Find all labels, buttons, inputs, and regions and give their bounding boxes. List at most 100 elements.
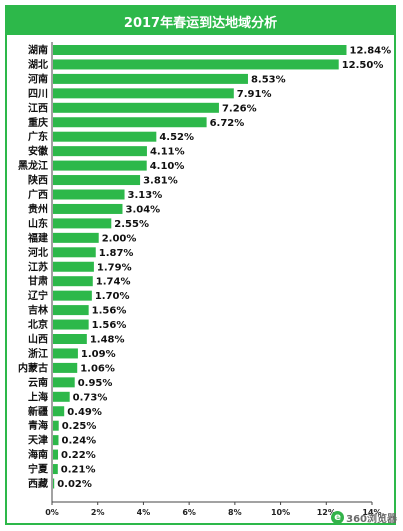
x-tick-label: 6% xyxy=(182,508,196,517)
data-label: 3.13% xyxy=(128,190,163,201)
x-tick-label: 2% xyxy=(91,508,105,517)
data-label: 4.10% xyxy=(150,161,185,172)
bar xyxy=(53,203,123,214)
data-label: 8.53% xyxy=(251,74,286,85)
category-label: 北京 xyxy=(28,318,48,331)
bar xyxy=(53,73,248,84)
data-label: 7.91% xyxy=(237,89,272,100)
category-label: 宁夏 xyxy=(28,463,49,476)
bar xyxy=(53,464,58,475)
data-label: 0.25% xyxy=(62,421,97,432)
bar xyxy=(53,175,141,186)
e-browser-icon: e xyxy=(331,511,345,524)
data-label: 0.22% xyxy=(61,450,96,461)
chart-title: 2017年春运到达地域分析 xyxy=(123,15,278,31)
category-label: 吉林 xyxy=(28,304,49,317)
bar xyxy=(53,247,96,258)
bar-chart: 湖南 12.84% 湖北 12.50% 河南 8.53% 四川 7.91% 江西 7.26% 重庆 6… xyxy=(18,42,391,517)
bar xyxy=(53,334,87,344)
category-label: 江西 xyxy=(28,101,48,114)
data-label: 6.72% xyxy=(210,118,245,129)
bar xyxy=(53,160,147,171)
bar xyxy=(53,406,65,417)
data-label: 1.56% xyxy=(92,320,127,331)
category-label: 海南 xyxy=(28,448,48,461)
data-label: 0.24% xyxy=(61,436,96,447)
data-label: 4.11% xyxy=(150,147,185,158)
bar xyxy=(53,449,59,460)
bar xyxy=(53,319,89,330)
data-label: 1.06% xyxy=(80,363,115,374)
bar xyxy=(53,261,94,272)
bar xyxy=(53,391,70,402)
chart-title-bar: 2017年春运到达地域分析 xyxy=(7,7,394,35)
data-label: 0.02% xyxy=(57,479,92,490)
bar xyxy=(53,117,207,128)
data-label: 1.74% xyxy=(96,277,131,288)
category-label: 青海 xyxy=(28,419,48,432)
data-label: 1.48% xyxy=(90,335,125,346)
category-label: 山西 xyxy=(28,333,48,346)
data-label: 1.56% xyxy=(92,306,127,317)
x-tick-label: 0% xyxy=(45,508,59,517)
category-label: 上海 xyxy=(28,390,48,403)
category-label: 甘肃 xyxy=(28,275,48,288)
bar xyxy=(53,232,99,243)
data-label: 0.73% xyxy=(73,392,108,403)
category-label: 内蒙古 xyxy=(18,361,48,374)
x-tick-label: 10% xyxy=(271,508,290,517)
category-label: 贵州 xyxy=(28,202,48,215)
bar xyxy=(53,362,78,373)
data-label: 0.21% xyxy=(61,465,96,476)
bar xyxy=(53,218,112,229)
category-label: 重庆 xyxy=(28,116,48,129)
data-label: 4.52% xyxy=(159,132,194,143)
data-label: 3.81% xyxy=(143,176,178,187)
category-label: 安徽 xyxy=(28,145,49,158)
data-label: 12.84% xyxy=(349,46,391,57)
bar xyxy=(53,435,59,446)
data-label: 7.26% xyxy=(222,103,257,114)
category-label: 福建 xyxy=(27,231,49,244)
bar xyxy=(53,131,157,142)
data-label: 2.00% xyxy=(102,233,137,244)
x-tick-label: 14% xyxy=(362,508,381,517)
bar xyxy=(53,478,55,489)
bar xyxy=(53,305,89,316)
category-label: 湖南 xyxy=(28,44,48,57)
bar xyxy=(53,377,75,388)
category-label: 浙江 xyxy=(28,347,48,360)
data-label: 3.04% xyxy=(125,204,160,215)
bar xyxy=(53,348,78,359)
category-label: 河北 xyxy=(28,246,48,259)
category-label: 广东 xyxy=(28,130,48,143)
category-label: 陕西 xyxy=(28,174,48,187)
category-label: 辽宁 xyxy=(28,289,48,302)
data-label: 1.79% xyxy=(97,262,132,273)
bar xyxy=(53,146,147,157)
category-label: 黑龙江 xyxy=(18,159,48,172)
category-label: 山东 xyxy=(28,217,48,230)
bar xyxy=(53,420,59,431)
bar xyxy=(53,189,125,200)
bar xyxy=(53,45,347,55)
category-label: 河南 xyxy=(28,72,48,85)
x-tick-label: 12% xyxy=(317,508,336,517)
category-label: 四川 xyxy=(28,88,48,100)
category-label: 西藏 xyxy=(28,477,48,490)
bar xyxy=(53,102,219,113)
data-label: 2.55% xyxy=(114,219,149,230)
category-label: 天津 xyxy=(28,434,48,447)
bar xyxy=(53,290,92,301)
bar xyxy=(53,88,234,99)
chart-frame: 2017年春运到达地域分析 湖南 12.84% 湖北 12.50% 河南 8.53% 四川 7… xyxy=(5,5,396,525)
data-label: 1.87% xyxy=(99,248,134,259)
data-label: 0.95% xyxy=(78,378,113,389)
category-label: 云南 xyxy=(28,376,48,389)
category-label: 湖北 xyxy=(28,58,48,71)
category-label: 新疆 xyxy=(28,405,48,418)
bar xyxy=(53,276,93,287)
x-tick-label: 8% xyxy=(228,508,242,517)
category-label: 江苏 xyxy=(28,260,48,273)
data-label: 0.49% xyxy=(67,407,102,418)
